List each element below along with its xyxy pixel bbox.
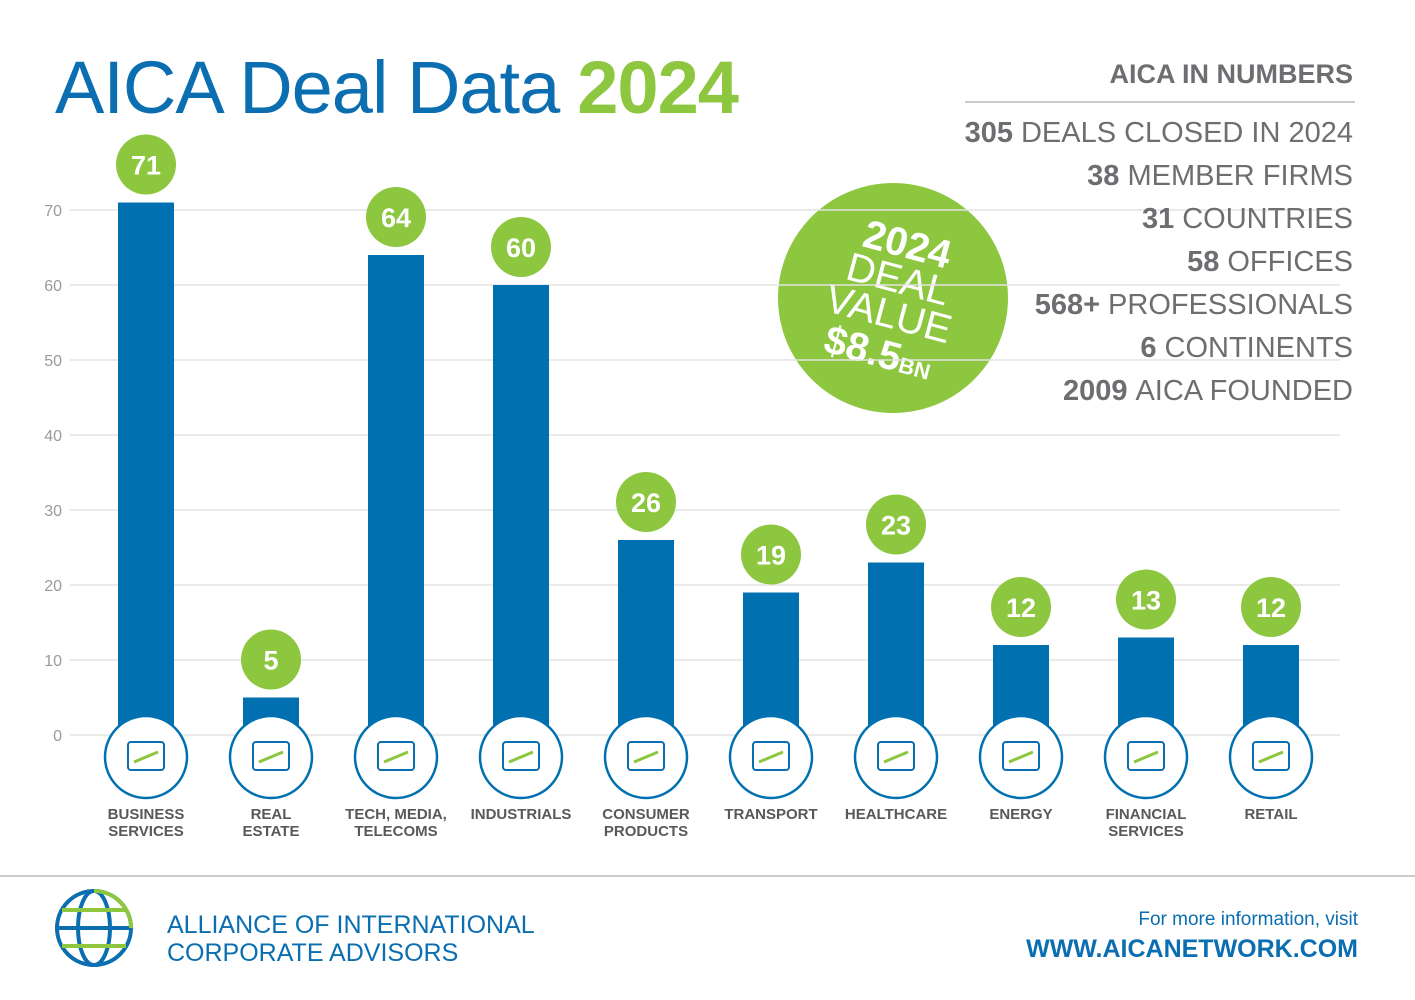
x-tick-label: TECH, MEDIA, TELECOMS [345,806,447,840]
x-tick-label: FINANCIAL SERVICES [1105,806,1187,840]
y-tick-label: 10 [44,653,62,670]
value-label: 12 [1256,593,1286,623]
y-tick-label: 60 [44,278,62,295]
stat-text: MEMBER FIRMS [1127,160,1353,192]
category-icon-detail [133,750,159,764]
category-icon-detail [752,741,790,771]
org-name: ALLIANCE OF INTERNATIONAL [167,911,535,939]
value-label: 64 [381,203,411,233]
title-text: AICA Deal Data [55,46,561,129]
x-tick-label: INDUSTRIALS [470,806,572,823]
x-tick-label: TRANSPORT [724,806,818,823]
bar [118,202,174,735]
stat-number: 568+ [1035,289,1100,321]
logo [55,889,133,967]
value-label: 26 [631,488,661,518]
x-tick-label: REAL ESTATE [242,806,300,840]
y-tick-label: 0 [53,728,62,745]
value-label-bg [741,524,801,585]
stat-number: 305 [965,117,1013,149]
value-label: 19 [756,541,786,571]
stat-number: 31 [1142,203,1174,235]
stat: 2009 AICA FOUNDED [1063,375,1353,407]
category-icon-detail [258,750,284,764]
title-year: 2024 [577,46,738,129]
stat-text: CONTINENTS [1165,332,1354,364]
value-label-bg [366,187,426,247]
category-icon-detail [627,741,665,771]
stat: 6 CONTINENTS [1140,332,1353,364]
value-label-bg [616,472,676,532]
y-tick-label: 30 [44,503,62,520]
value-label: 5 [263,646,278,676]
value-label: 12 [1006,593,1036,623]
category-icon-detail [1252,741,1290,771]
value-label-bg [866,494,926,555]
x-tick-label: BUSINESS SERVICES [107,806,185,840]
category-icon-detail [508,750,534,764]
stat: 31 COUNTRIES [1142,203,1353,235]
deal-value: 2024 DEAL VALUE $8.5BN [778,183,1008,413]
stat-text: COUNTRIES [1182,203,1353,235]
category-icon-detail [1127,741,1165,771]
x-tick-label: HEALTHCARE [844,806,948,823]
value-label-bg [241,629,301,690]
url: WWW.AICANETWORK.COM [1026,935,1358,963]
x-tick-label: CONSUMER PRODUCTS [602,806,690,840]
category-icon-detail [758,750,784,764]
category-icon-detail [1258,750,1284,764]
x-tick-label: RETAIL [1244,806,1298,823]
stats-heading: AICA IN NUMBERS [1109,59,1353,89]
value-label-bg [1241,577,1301,637]
stat-text: AICA FOUNDED [1135,375,1353,407]
category-icon-detail [252,741,290,771]
category-icon-detail [633,750,659,764]
stat: 305 DEALS CLOSED IN 2024 [965,117,1353,149]
stat-text: DEALS CLOSED IN 2024 [1021,117,1353,149]
stat-text: PROFESSIONALS [1108,289,1353,321]
value-label: 13 [1131,586,1161,616]
stat-text: OFFICES [1227,246,1353,278]
category-icon-detail [127,741,165,771]
title: AICA Deal Data 2024 [55,46,739,129]
value-label-bg [991,577,1051,637]
bar [618,540,674,735]
category-icon-detail [877,741,915,771]
stat: 38 MEMBER FIRMS [1087,160,1353,192]
y-tick-label: 40 [44,428,62,445]
value-label-bg [491,217,551,277]
value-label: 71 [131,151,161,181]
value-label-bg [116,134,176,195]
category-icon-detail [383,750,409,764]
y-tick-label: 70 [44,203,62,220]
value-label-bg [1116,569,1176,630]
y-tick-label: 50 [44,353,62,370]
stat-number: 6 [1140,332,1156,364]
y-tick-label: 20 [44,578,62,595]
value-label: 23 [881,511,911,541]
category-icon-detail [1002,741,1040,771]
stat-number: 58 [1187,246,1219,278]
bar [743,592,799,735]
stat-number: 2009 [1063,375,1128,407]
stat-number: 38 [1087,160,1119,192]
x-tick-label: ENERGY [989,806,1053,823]
stat: 568+ PROFESSIONALS [1035,289,1353,321]
bar [368,255,424,735]
bar [493,285,549,735]
category-icon-detail [502,741,540,771]
stat: 58 OFFICES [1187,246,1353,278]
org-name: CORPORATE ADVISORS [167,939,458,967]
value-label: 60 [506,233,536,263]
category-icon-detail [377,741,415,771]
category-icon-detail [1133,750,1159,764]
info-text: For more information, visit [1138,909,1358,930]
category-icon-detail [1008,750,1034,764]
category-icon-detail [883,750,909,764]
bar [868,562,924,735]
deal-value-circle [778,183,1008,413]
